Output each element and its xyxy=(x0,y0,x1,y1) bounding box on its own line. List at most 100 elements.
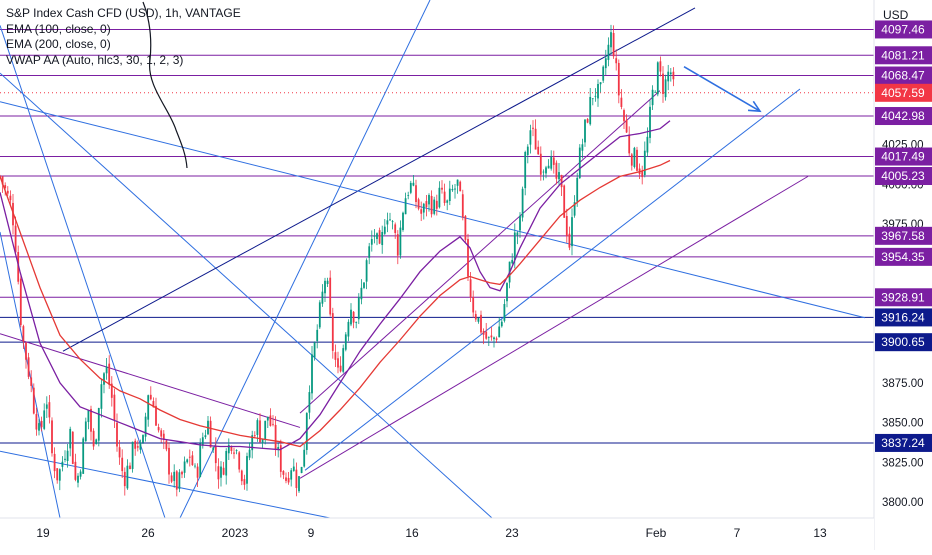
candle-body xyxy=(131,441,134,469)
candle-body xyxy=(563,185,566,218)
candle-body xyxy=(547,165,550,169)
arrow-shaft xyxy=(683,66,761,112)
trendline-6 xyxy=(304,88,801,471)
candle-body xyxy=(399,227,402,256)
candle-body xyxy=(454,188,456,190)
candle-body xyxy=(139,442,142,450)
price-tag-2[interactable] xyxy=(875,66,932,85)
candle-body xyxy=(238,452,241,470)
candle-body xyxy=(14,225,17,253)
candle-body xyxy=(519,215,521,231)
chart-legend[interactable]: S&P Index Cash CFD (USD), 1h, VANTAGE EM… xyxy=(6,6,241,68)
candle-body xyxy=(506,283,508,302)
candle-body xyxy=(30,377,33,386)
candle-body xyxy=(165,440,168,450)
candle-body xyxy=(181,471,183,475)
price-tag-0[interactable] xyxy=(875,20,932,39)
trendline-8 xyxy=(299,90,661,414)
candle-body xyxy=(402,212,404,230)
candle-body xyxy=(381,231,384,246)
time-tick-label: 16 xyxy=(405,526,419,540)
candle-body xyxy=(412,182,415,186)
candle-body xyxy=(253,435,256,437)
candle-body xyxy=(90,408,92,432)
price-level-tags[interactable]: 4097.46 4081.21 4068.47 4057.59 4042.98 4017.… xyxy=(875,20,932,452)
candle-body xyxy=(74,461,77,480)
indicator-ema-200[interactable]: EMA (200, close, 0) xyxy=(6,37,111,51)
price-tag-3[interactable] xyxy=(875,83,932,102)
candle-body xyxy=(199,443,202,477)
candle-body xyxy=(604,58,607,69)
candle-body xyxy=(251,435,254,451)
candle-body xyxy=(326,280,329,284)
candle-body xyxy=(168,447,170,475)
candle-body xyxy=(32,387,35,414)
price-tag-11[interactable] xyxy=(875,333,932,352)
candle-body xyxy=(430,195,433,215)
candle-body xyxy=(612,32,615,57)
candle-body xyxy=(27,357,30,377)
candle-body xyxy=(438,187,441,208)
price-tag-6[interactable] xyxy=(875,167,932,186)
price-tag-5[interactable] xyxy=(875,147,932,166)
candle-body xyxy=(485,331,488,339)
price-tag-1[interactable] xyxy=(875,46,932,65)
candle-body xyxy=(329,277,332,315)
time-tick-label: 7 xyxy=(734,526,741,540)
price-tag-8[interactable] xyxy=(875,247,932,266)
candle-body xyxy=(659,61,662,72)
candle-body xyxy=(368,246,371,258)
candle-body xyxy=(53,453,56,472)
candle-body xyxy=(22,326,25,342)
candle-body xyxy=(529,130,532,145)
candle-body xyxy=(308,392,311,413)
candle-body xyxy=(204,435,207,438)
time-tick-label: Feb xyxy=(646,526,667,540)
hand-drawn-curve xyxy=(142,1,188,169)
candle-body xyxy=(404,198,407,215)
price-tag-label: 4081.21 xyxy=(881,48,925,62)
candle-body xyxy=(524,152,527,189)
candle-body xyxy=(103,373,105,385)
candle-body xyxy=(235,450,238,451)
candle-body xyxy=(311,354,313,394)
candle-body xyxy=(539,153,542,175)
candle-body xyxy=(256,420,259,435)
candle-body xyxy=(298,476,300,492)
candle-body xyxy=(578,147,581,179)
price-tag-label: 3967.58 xyxy=(881,229,925,243)
candle-body xyxy=(25,342,27,360)
candle-body xyxy=(277,447,280,450)
indicator-ema-100[interactable]: EMA (100, close, 0) xyxy=(6,21,111,36)
candle-body xyxy=(79,471,82,477)
candle-body xyxy=(396,234,399,256)
price-tag-10[interactable] xyxy=(875,308,932,327)
candle-body xyxy=(264,420,267,440)
price-tag-7[interactable] xyxy=(875,226,932,245)
candle-body xyxy=(552,157,555,165)
candle-body xyxy=(365,260,368,282)
candle-body xyxy=(376,233,378,240)
candle-body xyxy=(584,119,586,143)
price-tag-9[interactable] xyxy=(875,288,932,307)
candle-body xyxy=(342,348,345,372)
candle-body xyxy=(129,465,131,470)
candle-body xyxy=(318,302,321,328)
candle-body xyxy=(664,79,667,98)
candle-body xyxy=(87,410,90,423)
candle-body xyxy=(636,149,638,171)
candle-body xyxy=(360,287,363,300)
price-tag-4[interactable] xyxy=(875,107,932,126)
price-tag-12[interactable] xyxy=(875,433,932,452)
candle-body xyxy=(246,456,248,484)
candle-body xyxy=(617,62,620,96)
price-tick-label: 3850.00 xyxy=(882,418,924,430)
candle-body xyxy=(352,311,355,323)
indicator-vwap[interactable]: VWAP AA (Auto, hlc3, 30, 1, 2, 3) xyxy=(6,52,184,67)
candle-body xyxy=(51,420,53,454)
candle-body xyxy=(222,467,225,475)
candle-body xyxy=(477,317,480,322)
candle-body xyxy=(625,119,628,133)
